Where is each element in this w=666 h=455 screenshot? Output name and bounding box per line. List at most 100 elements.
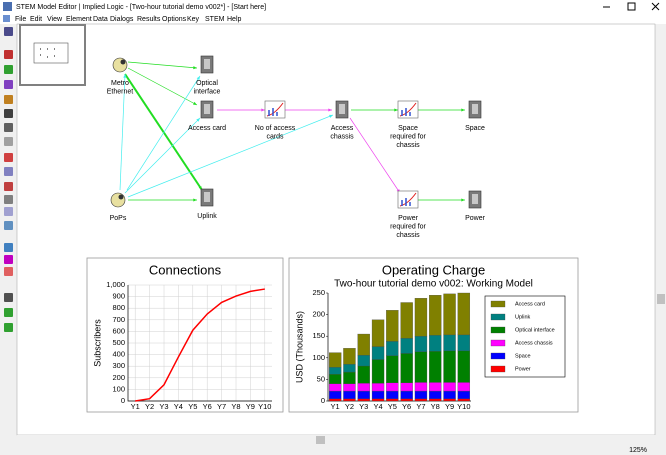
bar-segment bbox=[328, 352, 342, 368]
window-title: STEM Model Editor | Implied Logic - [Two… bbox=[16, 4, 266, 11]
menu-item[interactable]: View bbox=[47, 16, 63, 23]
left-toolbar bbox=[4, 27, 13, 332]
service-dot bbox=[118, 194, 124, 200]
zoom-level: 125% bbox=[629, 447, 647, 454]
node-label: No of access bbox=[255, 125, 296, 132]
legend-label: Access card bbox=[515, 301, 545, 307]
x-tick-label: Y2 bbox=[145, 402, 154, 411]
x-tick-label: Y1 bbox=[131, 402, 140, 411]
y-tick-label: 250 bbox=[312, 288, 325, 297]
calc-icon[interactable] bbox=[397, 100, 419, 119]
menu-item[interactable]: Element bbox=[66, 16, 92, 23]
bar-segment bbox=[457, 398, 471, 402]
bar-segment bbox=[400, 398, 413, 402]
tool-button[interactable] bbox=[4, 123, 13, 132]
node-label: chassis bbox=[330, 133, 354, 140]
tool-button[interactable] bbox=[4, 27, 13, 36]
node-label: interface bbox=[194, 88, 221, 95]
tool-button[interactable] bbox=[4, 243, 13, 252]
menu-item[interactable]: STEM bbox=[205, 16, 225, 23]
node-label: Space bbox=[398, 125, 418, 132]
tool-button[interactable] bbox=[4, 182, 13, 191]
node-label: Power bbox=[465, 215, 486, 222]
tool-button[interactable] bbox=[4, 267, 13, 276]
x-tick-label: Y10 bbox=[258, 402, 271, 411]
tool-button[interactable] bbox=[4, 293, 13, 302]
bar-segment bbox=[443, 390, 456, 399]
calc-bars bbox=[401, 108, 411, 116]
arrow-head bbox=[193, 66, 197, 70]
h-scrollbar[interactable] bbox=[17, 435, 656, 445]
tool-button[interactable] bbox=[4, 137, 13, 146]
y-tick-label: 150 bbox=[312, 331, 325, 340]
y-axis-title: Subscribers bbox=[92, 319, 102, 367]
tool-button[interactable] bbox=[4, 153, 13, 162]
menu-item[interactable]: Options bbox=[162, 16, 187, 23]
overview-thumbnail[interactable] bbox=[19, 24, 86, 86]
doc-icon bbox=[3, 15, 10, 22]
y-tick-label: 400 bbox=[112, 350, 125, 359]
calc-icon[interactable] bbox=[397, 190, 419, 209]
y-axis-title: USD (Thousands) bbox=[294, 311, 304, 383]
menu-bar bbox=[0, 13, 666, 24]
bar-segment bbox=[371, 346, 385, 360]
bar-segment bbox=[386, 355, 399, 384]
v-scroll-thumb[interactable] bbox=[657, 294, 665, 304]
menu-item[interactable]: Data bbox=[93, 16, 108, 23]
menu-item[interactable]: File bbox=[15, 16, 26, 23]
tool-button[interactable] bbox=[4, 167, 13, 176]
node-label: cards bbox=[266, 133, 284, 140]
menu-item[interactable]: Results bbox=[137, 16, 161, 23]
service-icon[interactable] bbox=[112, 57, 128, 73]
bar-segment bbox=[414, 298, 428, 337]
arrow-head bbox=[461, 108, 465, 112]
node-label: Ethernet bbox=[107, 88, 134, 95]
legend-swatch bbox=[490, 300, 506, 308]
menu-item[interactable]: Dialogs bbox=[110, 16, 134, 23]
bar-segment bbox=[400, 353, 413, 384]
menu-item[interactable]: Edit bbox=[30, 16, 42, 23]
bar-segment bbox=[429, 398, 442, 402]
menu-item[interactable]: Help bbox=[227, 16, 242, 23]
bar-segment bbox=[343, 383, 356, 392]
bar-segment bbox=[386, 398, 399, 402]
node-label: chassis bbox=[396, 232, 420, 239]
bar-segment bbox=[386, 341, 399, 356]
bar-segment bbox=[343, 348, 356, 365]
tool-button[interactable] bbox=[4, 323, 13, 332]
arrow-head bbox=[328, 108, 332, 112]
tool-button[interactable] bbox=[4, 255, 13, 264]
node-label: Optical bbox=[196, 80, 218, 87]
x-tick-label: Y5 bbox=[388, 402, 397, 411]
tool-button[interactable] bbox=[4, 221, 13, 230]
bar-segment bbox=[457, 390, 471, 399]
v-scrollbar[interactable] bbox=[656, 24, 666, 435]
bar-segment bbox=[386, 390, 399, 399]
arrow-head bbox=[261, 108, 265, 112]
bar-segment bbox=[429, 335, 442, 352]
service-icon[interactable] bbox=[110, 192, 126, 208]
maximize-button[interactable] bbox=[627, 2, 636, 11]
chart-subtitle: Two-hour tutorial demo v002: Working Mod… bbox=[334, 279, 533, 290]
tool-button[interactable] bbox=[4, 50, 13, 59]
x-tick-label: Y1 bbox=[331, 402, 340, 411]
menu-item[interactable]: Key bbox=[187, 16, 200, 23]
h-scroll-thumb[interactable] bbox=[316, 436, 325, 444]
x-tick-label: Y8 bbox=[431, 402, 440, 411]
legend-swatch bbox=[490, 326, 506, 334]
calc-icon[interactable] bbox=[264, 100, 286, 119]
tool-button[interactable] bbox=[4, 95, 13, 104]
series-line bbox=[135, 288, 265, 402]
overview-dots bbox=[40, 48, 55, 58]
x-tick-label: Y5 bbox=[188, 402, 197, 411]
bar-segment bbox=[357, 355, 370, 367]
tool-button[interactable] bbox=[4, 109, 13, 118]
tool-button[interactable] bbox=[4, 65, 13, 74]
tool-button[interactable] bbox=[4, 308, 13, 317]
tool-button[interactable] bbox=[4, 80, 13, 89]
service-dot bbox=[120, 59, 126, 65]
tool-button[interactable] bbox=[4, 207, 13, 216]
x-tick-label: Y2 bbox=[345, 402, 354, 411]
tool-button[interactable] bbox=[4, 195, 13, 204]
close-button[interactable] bbox=[651, 2, 660, 11]
